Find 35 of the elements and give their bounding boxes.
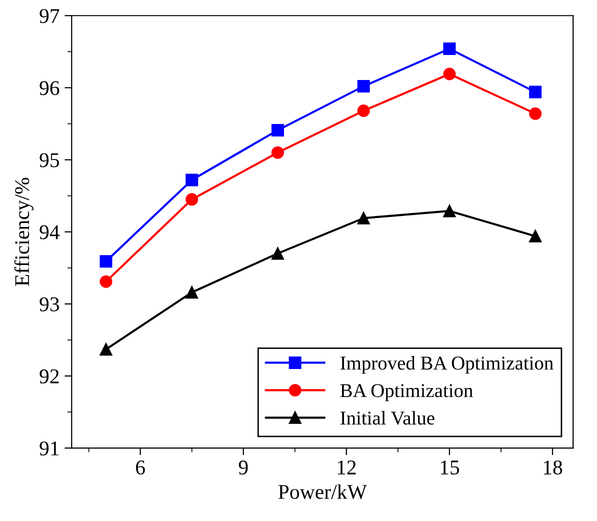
y-axis-title: Efficiency/%	[14, 178, 34, 286]
point	[357, 104, 370, 118]
point	[357, 80, 370, 93]
y-tick-label: 96	[40, 81, 60, 96]
y-tick-label: 97	[40, 9, 60, 24]
x-tick-label: 9	[238, 460, 248, 475]
point	[100, 275, 112, 288]
point	[100, 343, 112, 356]
y-tick-label: 91	[40, 441, 59, 456]
point	[186, 193, 198, 206]
point	[357, 212, 370, 224]
point	[186, 174, 198, 186]
point	[186, 286, 198, 299]
point	[529, 107, 542, 120]
legend-label: BA Optimization	[340, 384, 473, 402]
legend-label: Improved BA Optimization	[340, 356, 554, 374]
point	[271, 146, 284, 159]
point	[443, 42, 456, 56]
point	[529, 230, 542, 242]
y-tick-label: 92	[40, 369, 59, 384]
point	[529, 86, 542, 98]
x-tick-label: 15	[440, 460, 460, 475]
point	[443, 68, 456, 80]
x-axis-title: Power/kW	[278, 484, 367, 500]
x-tick-label: 6	[136, 460, 145, 475]
point	[271, 124, 284, 136]
y-tick-label: 93	[40, 297, 60, 312]
legend-label: Initial Value	[340, 410, 434, 425]
point	[443, 204, 456, 218]
x-tick-label: 18	[544, 460, 562, 475]
point	[271, 247, 284, 260]
point	[100, 255, 112, 268]
y-tick-label: 94	[40, 225, 60, 240]
y-tick-label: 95	[40, 153, 60, 168]
x-tick-label: 12	[338, 460, 356, 474]
